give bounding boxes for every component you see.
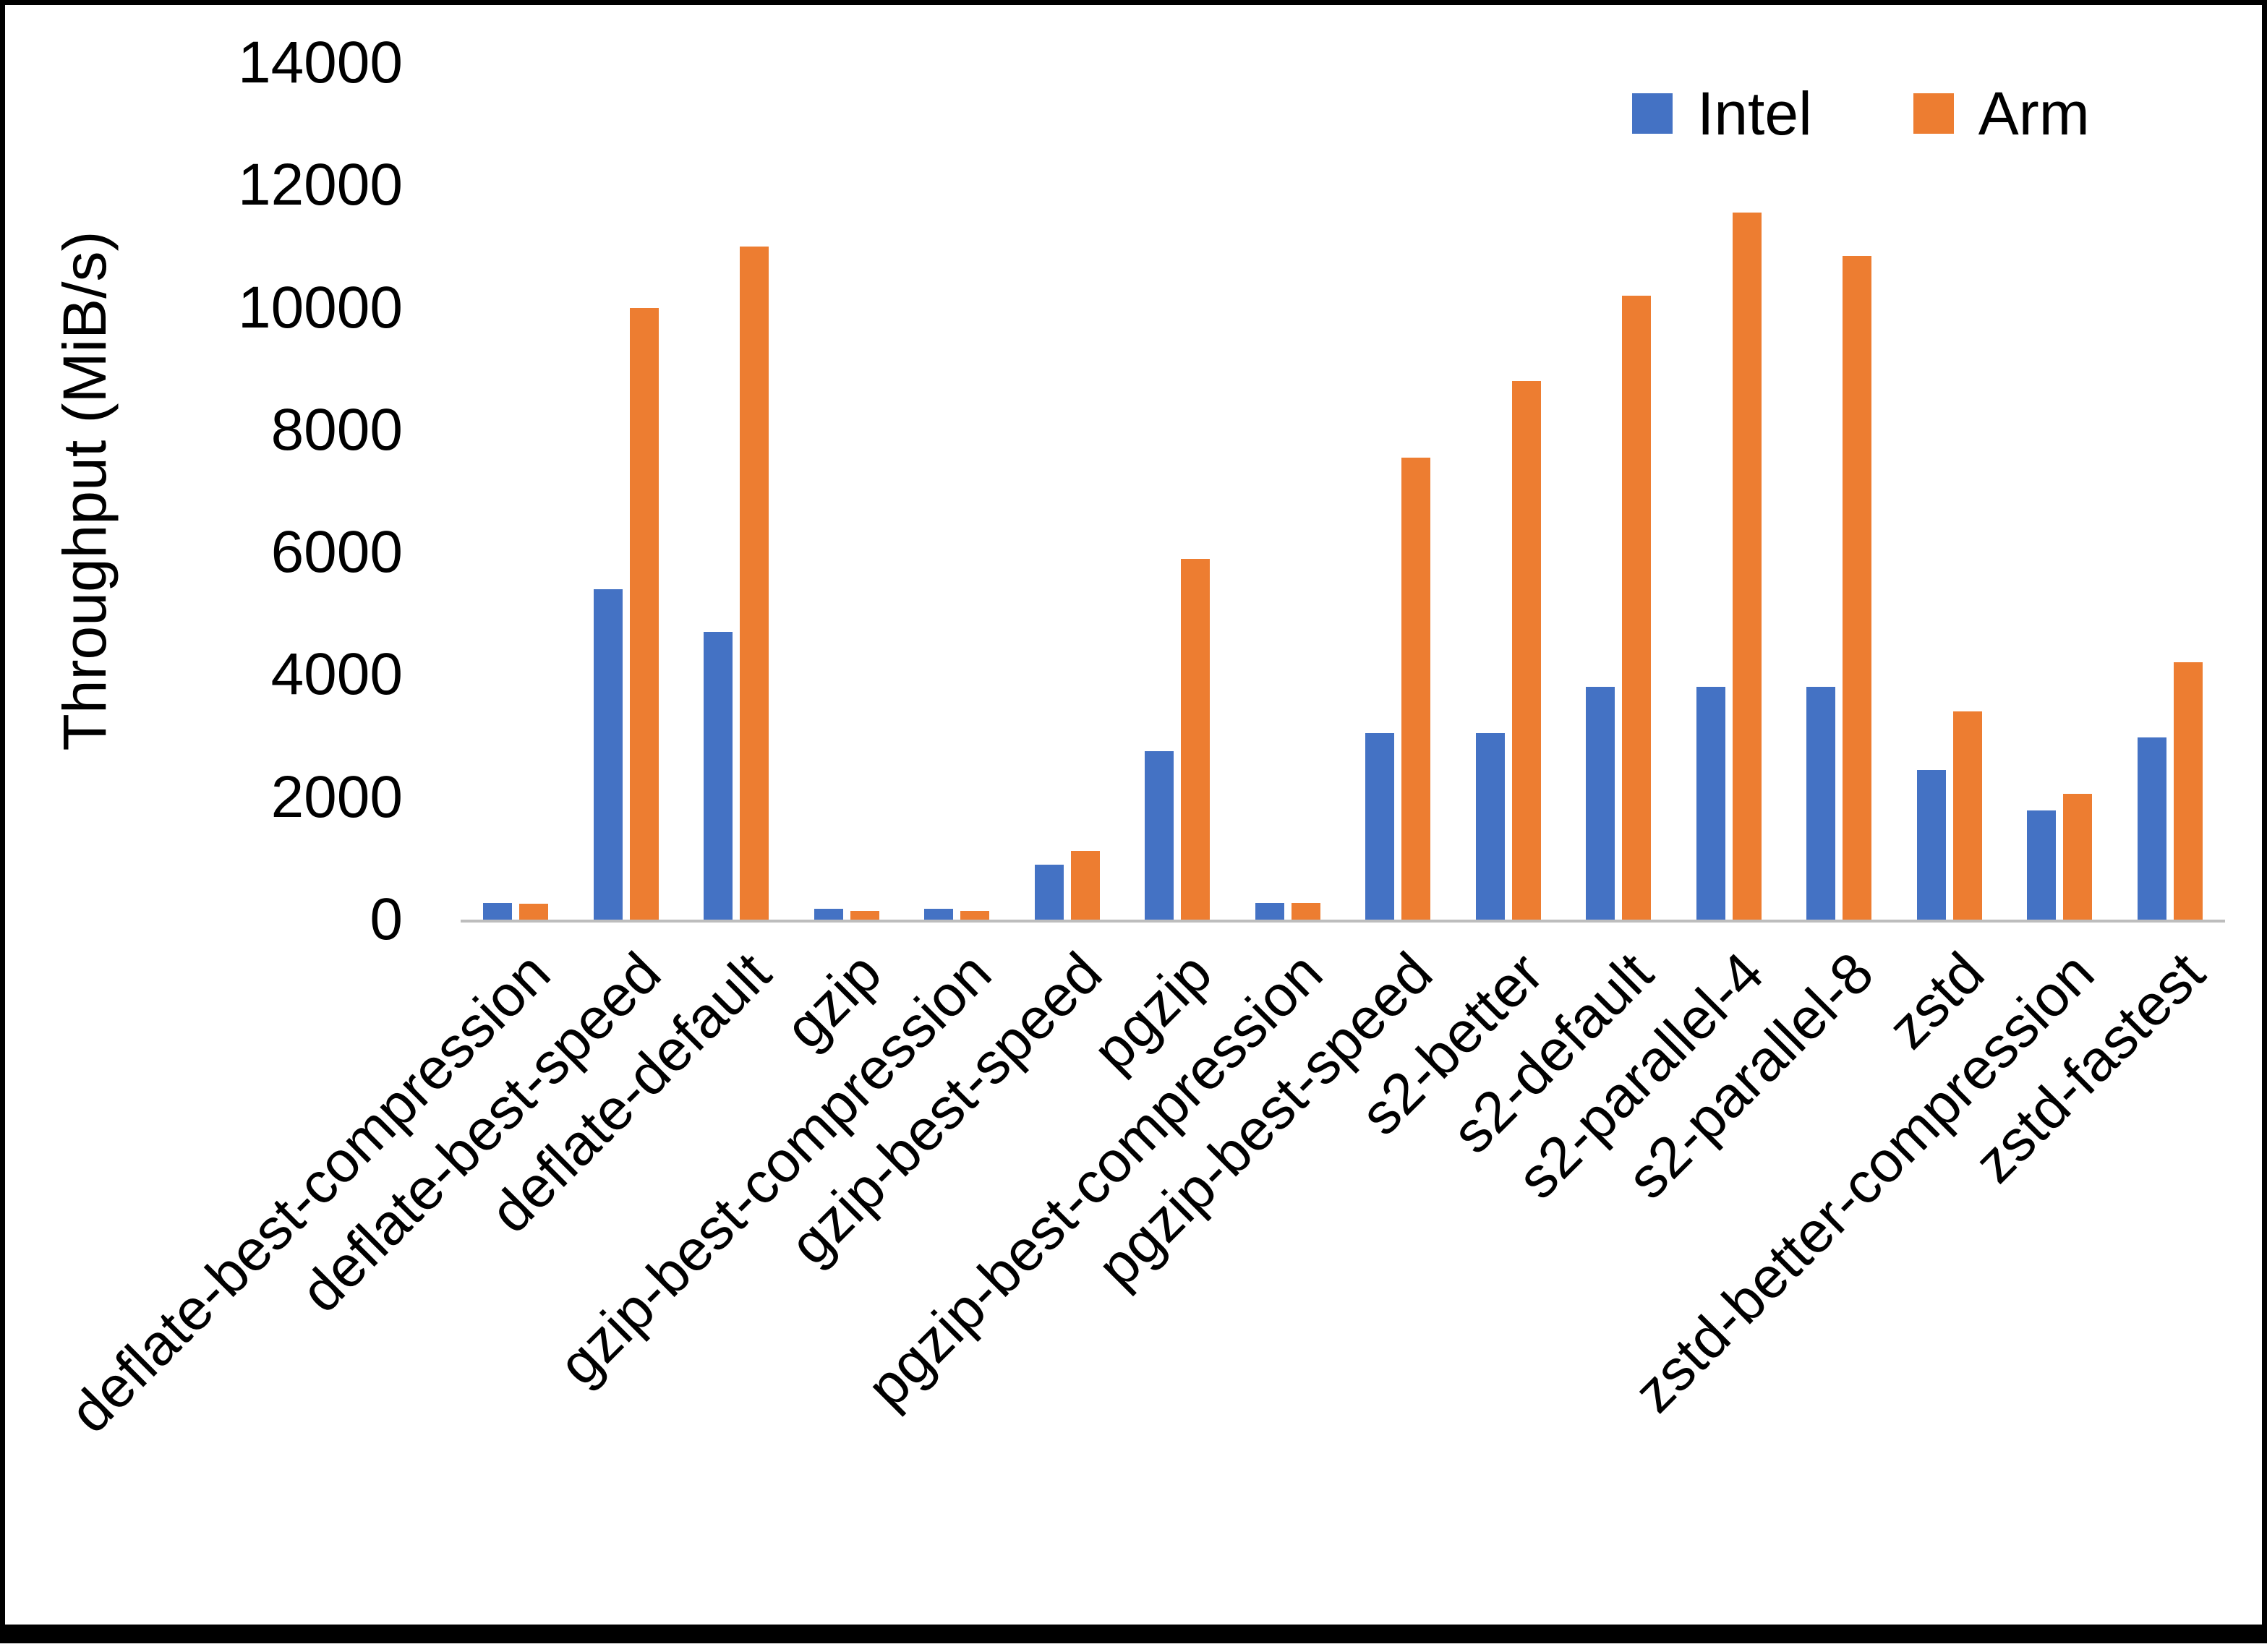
- bar-group: [1122, 63, 1233, 920]
- intel-bar: [1696, 687, 1725, 920]
- intel-bar: [704, 632, 733, 920]
- intel-bar: [1145, 751, 1174, 920]
- legend-label-arm: Arm: [1978, 80, 2090, 147]
- arm-bar: [1401, 458, 1431, 920]
- intel-bar: [483, 903, 513, 920]
- intel-bar: [2027, 810, 2057, 920]
- intel-bar: [1255, 903, 1284, 920]
- intel-bar: [1806, 687, 1836, 920]
- intel-bar: [1586, 687, 1615, 920]
- arm-bar: [629, 308, 659, 920]
- bar-group: [902, 63, 1012, 920]
- intel-bar: [2137, 737, 2166, 920]
- plot-area: [461, 63, 2225, 923]
- arm-bar: [2173, 662, 2203, 920]
- bar-group: [1895, 63, 2005, 920]
- bar-group: [2005, 63, 2115, 920]
- y-axis-tick-label: 2000: [270, 764, 403, 830]
- y-axis-tick-labels: 0 2000 4000 6000 8000 10000 12000 14000: [5, 30, 424, 952]
- arm-bar: [1843, 256, 1872, 920]
- arm-bar: [1732, 213, 1762, 920]
- intel-bar: [1475, 733, 1505, 920]
- bar-group: [461, 63, 571, 920]
- bar-group: [1563, 63, 1674, 920]
- bar-group: [2115, 63, 2226, 920]
- intel-bar: [924, 909, 954, 920]
- bar-group: [1784, 63, 1895, 920]
- y-axis-tick-label: 10000: [237, 275, 403, 341]
- y-axis-tick-label: 8000: [270, 397, 403, 463]
- intel-bar: [1365, 733, 1395, 920]
- arm-bar: [960, 911, 990, 920]
- arm-series-swatch-icon: [1913, 93, 1954, 134]
- bar-group: [792, 63, 902, 920]
- arm-bar: [2063, 794, 2093, 920]
- intel-bar: [1034, 865, 1064, 920]
- intel-series-swatch-icon: [1632, 93, 1673, 134]
- legend-item-intel: Intel: [1632, 77, 1812, 150]
- legend-label-intel: Intel: [1697, 80, 1812, 147]
- y-axis-tick-label: 14000: [237, 30, 403, 95]
- arm-bar: [1291, 903, 1320, 920]
- arm-bar: [740, 247, 769, 920]
- y-axis-tick-label: 6000: [270, 519, 403, 585]
- legend-item-arm: Arm: [1913, 77, 2090, 150]
- y-axis-tick-label: 12000: [237, 152, 403, 218]
- y-axis-tick-label: 0: [370, 886, 403, 952]
- arm-bar: [1511, 381, 1541, 920]
- arm-bar: [1181, 559, 1211, 920]
- legend: Intel Arm: [1632, 77, 2090, 150]
- bar-group: [1674, 63, 1785, 920]
- arm-bar: [1622, 296, 1652, 920]
- y-axis-tick-label: 4000: [270, 641, 403, 707]
- intel-bar: [593, 589, 623, 920]
- bar-group: [571, 63, 682, 920]
- intel-bar: [1916, 770, 1946, 920]
- bar-group: [1233, 63, 1344, 920]
- intel-bar: [814, 909, 843, 920]
- arm-bar: [850, 911, 879, 920]
- bar-group: [681, 63, 792, 920]
- arm-bar: [519, 904, 549, 920]
- bar-group: [1012, 63, 1123, 920]
- arm-bar: [1952, 711, 1982, 920]
- bar-group: [1343, 63, 1453, 920]
- bar-group: [1453, 63, 1564, 920]
- arm-bar: [1070, 851, 1100, 920]
